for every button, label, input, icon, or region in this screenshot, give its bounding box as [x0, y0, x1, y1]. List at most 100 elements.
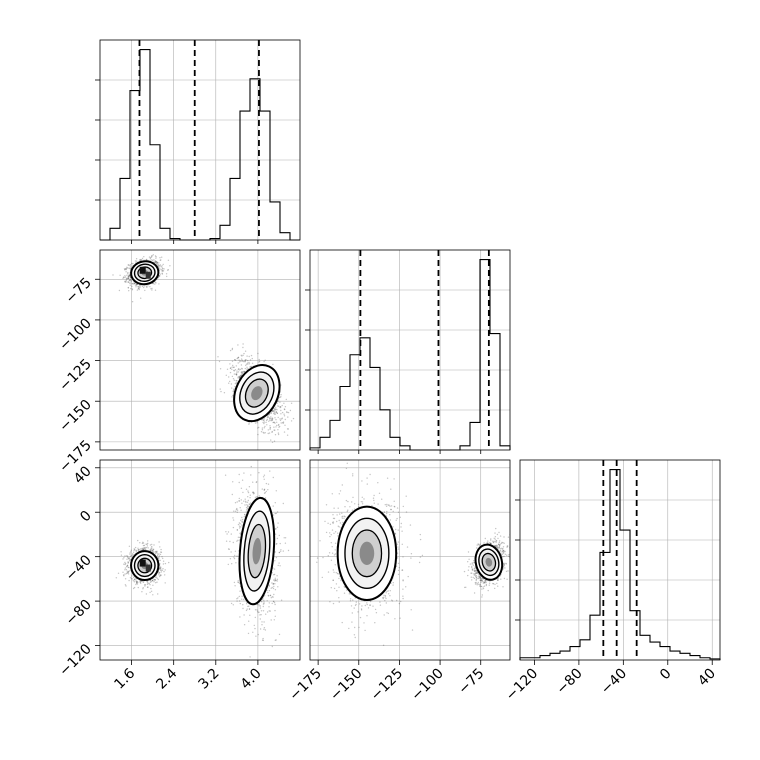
scatter-point [155, 260, 158, 263]
scatter-point [237, 597, 239, 599]
scatter-point [279, 396, 281, 398]
scatter-point [262, 637, 264, 640]
scatter-point [129, 266, 132, 268]
scatter-point [247, 506, 249, 508]
scatter-point [274, 434, 277, 436]
scatter-point [263, 452, 264, 453]
scatter-point [273, 411, 275, 414]
scatter-point [241, 360, 243, 362]
scatter-point [163, 268, 165, 270]
scatter-point [160, 269, 162, 271]
scatter-point [127, 281, 129, 283]
scatter-point [280, 413, 282, 415]
scatter-point [129, 264, 132, 266]
scatter-point [272, 363, 274, 366]
scatter-point [167, 269, 169, 271]
scatter-point [158, 265, 160, 267]
density-panel-0-1 [100, 250, 300, 450]
scatter-point [130, 551, 132, 553]
scatter-point [152, 550, 154, 552]
scatter-point [123, 276, 125, 279]
scatter-point [144, 547, 146, 549]
scatter-point [244, 359, 246, 361]
scatter-point [273, 412, 275, 415]
scatter-point [159, 567, 161, 569]
scatter-point [264, 432, 266, 434]
scatter-point [256, 422, 258, 424]
histogram-panel-0 [95, 40, 300, 241]
scatter-point [245, 359, 247, 361]
scatter-point [251, 357, 253, 360]
scatter-point [156, 577, 158, 580]
scatter-point [128, 566, 130, 569]
scatter-point [128, 557, 130, 560]
scatter-point [125, 585, 127, 587]
scatter-point [140, 580, 142, 582]
scatter-point [156, 552, 158, 554]
scatter-point [168, 561, 170, 564]
scatter-point [167, 259, 170, 261]
scatter-point [275, 490, 277, 492]
scatter-point [277, 433, 280, 436]
scatter-point [265, 482, 268, 485]
scatter-point [239, 375, 241, 378]
scatter-point [241, 479, 244, 481]
scatter-point [130, 279, 132, 281]
scatter-point [236, 529, 238, 531]
scatter-point [258, 472, 260, 474]
scatter-point [161, 272, 163, 274]
scatter-point [244, 359, 246, 362]
scatter-point [245, 609, 248, 612]
scatter-point [274, 615, 276, 617]
scatter-point [261, 429, 264, 431]
scatter-point [146, 286, 148, 288]
scatter-point [158, 266, 160, 268]
scatter-point [140, 582, 142, 584]
scatter-point [127, 276, 130, 278]
scatter-point [231, 493, 233, 496]
scatter-point [240, 358, 243, 360]
scatter-point [239, 523, 241, 525]
scatter-point [243, 598, 245, 601]
scatter-point [126, 572, 128, 574]
scatter-point [277, 432, 280, 434]
scatter-point [146, 581, 148, 583]
scatter-point [239, 368, 242, 371]
scatter-point [150, 288, 152, 290]
scatter-point [129, 552, 131, 554]
scatter-point [237, 344, 239, 346]
scatter-point [238, 359, 240, 361]
scatter-point [234, 359, 237, 361]
scatter-point [272, 476, 274, 479]
scatter-point [124, 280, 126, 282]
scatter-point [131, 575, 133, 577]
histogram-step-line [519, 468, 721, 660]
scatter-point [286, 428, 289, 430]
scatter-point [263, 418, 265, 420]
scatter-point [270, 439, 272, 441]
scatter-point [236, 370, 238, 372]
scatter-point [135, 551, 137, 553]
scatter-point [241, 516, 243, 519]
scatter-point [131, 553, 134, 555]
scatter-point [144, 584, 146, 586]
scatter-point [231, 348, 233, 351]
scatter-point [122, 571, 124, 573]
scatter-point [268, 420, 270, 422]
scatter-point [269, 428, 271, 431]
scatter-point [268, 414, 270, 416]
scatter-point [280, 409, 282, 412]
scatter-point [149, 581, 152, 583]
scatter-point [236, 372, 238, 374]
scatter-point [156, 262, 159, 264]
scatter-point [112, 274, 114, 276]
scatter-point [151, 287, 153, 290]
scatter-point [242, 354, 244, 356]
scatter-point [124, 555, 126, 557]
scatter-point [242, 346, 244, 349]
scatter-point [156, 261, 159, 264]
scatter-point [236, 598, 238, 600]
scatter-point [120, 554, 123, 556]
scatter-point [124, 276, 127, 278]
scatter-point [275, 411, 277, 413]
